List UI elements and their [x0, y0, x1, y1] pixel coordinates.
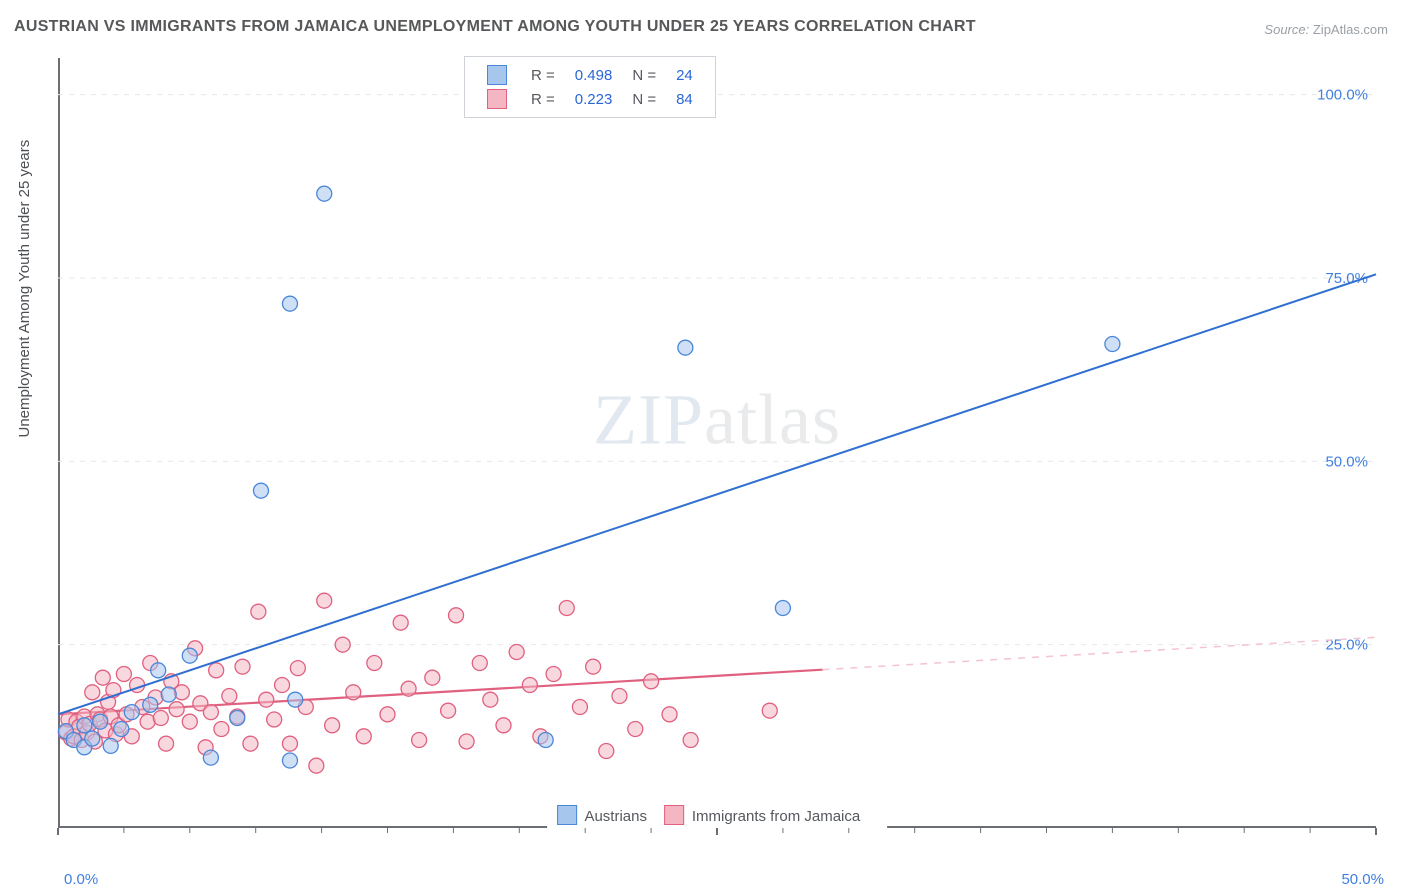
y-tick-label: 50.0% [1325, 453, 1368, 470]
n-label: N = [622, 87, 666, 111]
x-tick-label-left: 0.0% [64, 871, 98, 888]
x-tick-label-right: 50.0% [1341, 871, 1384, 888]
swatch [487, 89, 507, 109]
n-label: N = [622, 63, 666, 87]
y-axis-label: Unemployment Among Youth under 25 years [16, 140, 33, 438]
legend-label: Immigrants from Jamaica [692, 808, 860, 825]
n-value[interactable]: 24 [666, 63, 703, 87]
chart-title: AUSTRIAN VS IMMIGRANTS FROM JAMAICA UNEM… [14, 18, 976, 36]
n-value[interactable]: 84 [666, 87, 703, 111]
legend: Austrians Immigrants from Jamaica [547, 802, 887, 828]
r-label: R = [521, 87, 565, 111]
y-tick-label: 100.0% [1317, 87, 1368, 104]
plot-area: ZIPatlas 25.0%50.0%75.0%100.0% R =0.498N… [58, 58, 1376, 828]
chart-svg: 25.0%50.0%75.0%100.0% [58, 58, 1376, 828]
source-attribution: Source: ZipAtlas.com [1264, 22, 1388, 37]
r-value[interactable]: 0.498 [565, 63, 623, 87]
source-label: Source: [1264, 22, 1309, 37]
legend-swatch [664, 805, 684, 825]
legend-swatch [557, 805, 577, 825]
swatch [487, 65, 507, 85]
r-value[interactable]: 0.223 [565, 87, 623, 111]
correlation-box: R =0.498N =24 R =0.223N =84 [464, 56, 716, 118]
source-value: ZipAtlas.com [1313, 22, 1388, 37]
legend-label: Austrians [584, 808, 647, 825]
r-label: R = [521, 63, 565, 87]
